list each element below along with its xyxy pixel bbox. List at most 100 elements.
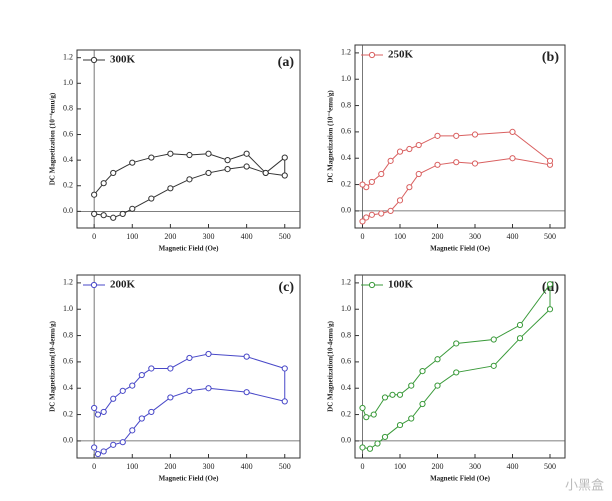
data-point: [167, 365, 174, 372]
x-tick-label: 200: [164, 232, 176, 241]
legend-label: 250K: [388, 49, 414, 61]
data-point: [281, 172, 288, 179]
y-tick-label: 1.2: [63, 278, 73, 287]
plot-frame: [354, 44, 566, 229]
data-point: [167, 185, 174, 192]
data-point: [490, 362, 497, 369]
legend-label: 200K: [110, 279, 136, 291]
data-point: [509, 128, 516, 135]
y-tick-label: 0.6: [63, 129, 73, 138]
data-point: [243, 150, 250, 157]
y-tick-label: 0.2: [341, 409, 351, 418]
data-point: [243, 163, 250, 170]
legend-label: 300K: [110, 54, 136, 66]
data-point: [119, 387, 126, 394]
x-tick-label: 0: [92, 462, 96, 471]
y-tick-label: 0.8: [63, 330, 73, 339]
data-point: [110, 395, 117, 402]
data-point: [91, 210, 98, 218]
data-point: [94, 450, 102, 458]
data-point: [363, 414, 370, 421]
data-point: [509, 155, 516, 162]
data-point: [138, 415, 145, 422]
data-point: [100, 408, 107, 416]
data-point: [374, 440, 381, 447]
data-point: [368, 211, 375, 218]
x-tick-label: 400: [241, 232, 253, 241]
data-point: [359, 181, 366, 188]
data-point: [205, 150, 212, 157]
data-point: [516, 335, 524, 342]
y-tick-label: 0.8: [63, 104, 73, 113]
data-point: [110, 441, 117, 448]
data-point: [434, 382, 441, 389]
data-point: [368, 178, 375, 186]
data-point: [381, 394, 389, 401]
x-tick-label: 100: [126, 232, 138, 241]
data-point: [205, 385, 212, 392]
data-point: [434, 161, 441, 168]
data-point: [406, 145, 413, 153]
y-tick-label: 0.6: [63, 357, 73, 366]
panel: 0.0 0.2 0.4 0.6 0.8 1.0 1.2 0 100 200 300 400 500 Mag…: [49, 49, 301, 253]
data-point: [119, 439, 126, 446]
y-tick-label: 0.4: [63, 155, 73, 164]
data-point: [119, 210, 126, 218]
x-tick-label: 300: [203, 462, 215, 471]
x-tick-label: 0: [361, 462, 365, 471]
legend-marker: [90, 56, 98, 64]
x-tick-label: 400: [507, 232, 519, 241]
x-tick-label: 300: [469, 462, 481, 471]
x-tick-label: 500: [544, 232, 556, 241]
data-point: [419, 400, 426, 408]
y-tick-label: 0.4: [341, 383, 351, 392]
data-point: [224, 157, 231, 164]
data-point: [148, 408, 155, 416]
data-point: [359, 218, 366, 225]
x-tick-label: 100: [394, 232, 406, 241]
data-point: [370, 411, 377, 418]
x-tick-label: 200: [164, 462, 176, 471]
y-tick-label: 0.2: [63, 181, 73, 190]
data-point: [378, 170, 385, 178]
data-point: [408, 382, 415, 389]
data-point: [381, 433, 389, 441]
data-point: [359, 444, 366, 451]
data-point: [186, 176, 193, 183]
data-point: [129, 205, 136, 212]
data-point: [167, 150, 174, 157]
y-axis-title: DC Magnetization(10-4emu/g): [49, 320, 57, 411]
data-point: [453, 132, 460, 139]
data-point: [396, 391, 404, 398]
plot-frame: [76, 49, 301, 229]
data-point: [396, 197, 404, 204]
data-point: [110, 169, 117, 177]
legend-marker: [368, 51, 376, 59]
y-tick-label: 0.4: [63, 383, 73, 392]
y-tick-label: 1.2: [341, 278, 351, 287]
y-tick-label: 0.8: [341, 330, 351, 339]
legend-marker: [368, 281, 376, 289]
y-tick-label: 1.2: [341, 48, 351, 57]
x-tick-label: 200: [432, 462, 444, 471]
data-point: [100, 180, 107, 187]
plot-frame: [76, 274, 301, 459]
data-point: [129, 382, 136, 389]
data-point: [281, 154, 288, 161]
legend-marker: [90, 281, 98, 289]
legend-label: 100K: [388, 279, 414, 291]
data-point: [366, 445, 374, 452]
x-tick-label: 400: [241, 462, 253, 471]
data-point: [148, 154, 155, 161]
panel: 0.0 0.2 0.4 0.6 0.8 1.0 1.2 0 100 200 300 400 500 Mag…: [327, 274, 566, 483]
data-point: [546, 157, 554, 164]
y-tick-label: 0.0: [341, 436, 351, 445]
panel-label: (b): [542, 50, 559, 65]
x-tick-label: 100: [394, 462, 406, 471]
y-tick-label: 0.8: [341, 100, 351, 109]
x-axis-title: Magnetic Field (Oe): [159, 475, 220, 483]
x-tick-label: 500: [544, 462, 556, 471]
plot-frame: [354, 274, 566, 459]
data-point: [148, 195, 155, 202]
